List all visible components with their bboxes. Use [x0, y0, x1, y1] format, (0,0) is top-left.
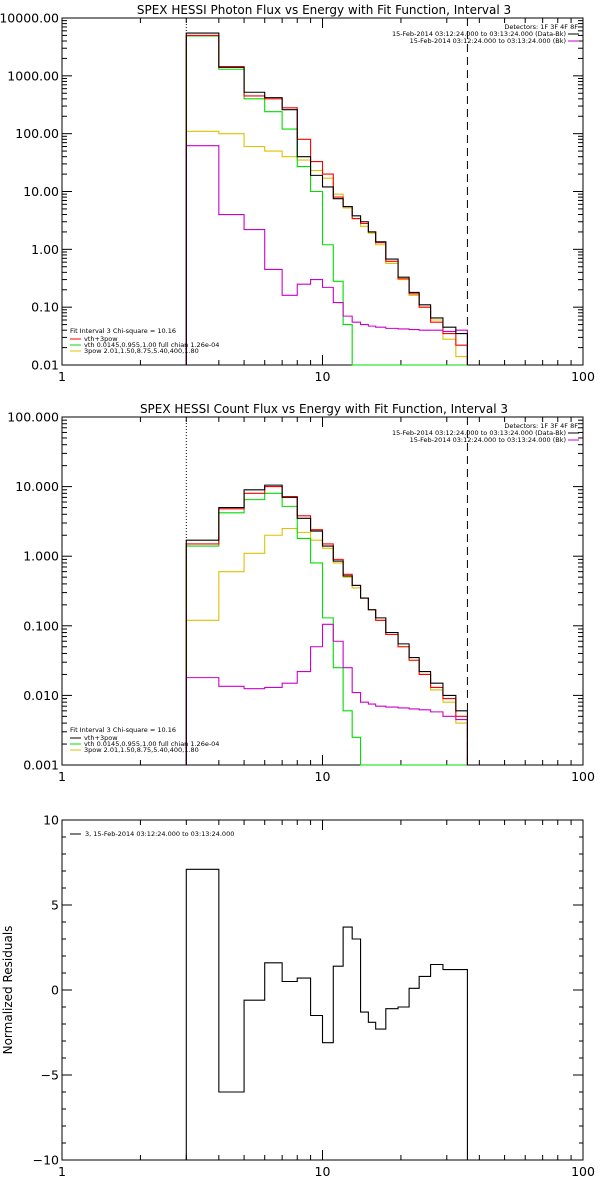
fit-vth-label: vth 0.0145,0.955,1.00 full chian 1.26e-0… [84, 341, 219, 349]
fit-3pow-label: 3pow 2.01,1.50,8.75,5.40,400,1.80 [84, 746, 199, 754]
fit-total-label: vth+3pow [84, 734, 118, 742]
y-tick-label: 10.000 [15, 479, 59, 494]
plot-area: 1 10 100 0.001 0.010 0.100 1.000 10.000 100.000 [7, 410, 595, 785]
fit-chi-square: Fit Interval 3 Chi-square = 10.16 [70, 726, 176, 734]
y-tick-label: 1.00 [31, 242, 59, 257]
x-tick-label: 10 [315, 1164, 331, 1179]
fit-chi-square: Fit Interval 3 Chi-square = 10.16 [70, 327, 176, 335]
y-tick-label: 0.10 [31, 300, 59, 315]
x-tick-label: 100 [571, 369, 595, 384]
y-tick-label: 1.000 [23, 549, 59, 564]
x-tick-label: 1 [58, 1164, 66, 1179]
y-tick-label: 5 [51, 898, 59, 913]
plot-frame [61, 819, 584, 1161]
residuals-panel: 1 10 100 −10 −5 0 5 10 3, 15-Feb-2014 03:12:24.… [1, 813, 595, 1180]
detector-label: Detectors: 1F 3F 4F 8F [504, 23, 578, 31]
legend-data-bk: 15-Feb-2014 03:12:24.000 to 03:13:24.000… [392, 30, 566, 38]
legend-interval: 3, 15-Feb-2014 03:12:24.000 to 03:13:24.… [85, 830, 234, 838]
y-tick-label: 100.000 [7, 410, 59, 425]
legend-data-bk: 15-Feb-2014 03:12:24.000 to 03:13:24.000… [392, 429, 566, 437]
plot-area: 1 10 100 −10 −5 0 5 10 [33, 813, 595, 1180]
legend-bk: 15-Feb-2014 03:12:24.000 to 03:13:24.000… [410, 436, 566, 444]
y-tick-label: 10000.00 [0, 11, 59, 26]
fit-3pow-label: 3pow 2.01,1.50,8.75,5.40,400,1.80 [84, 347, 199, 355]
series-step-line [185, 868, 468, 1160]
count-flux-panel: SPEX HESSI Count Flux vs Energy with Fit… [7, 402, 595, 784]
y-tick-label: 0.010 [23, 688, 59, 703]
chart-title: SPEX HESSI Photon Flux vs Energy with Fi… [137, 3, 511, 17]
y-tick-label: 0 [51, 983, 59, 998]
x-tick-label: 100 [571, 769, 595, 784]
fit-total-label: vth+3pow [84, 335, 118, 343]
series-step-line [185, 492, 477, 766]
chart-title: SPEX HESSI Count Flux vs Energy with Fit… [140, 402, 508, 416]
series-step-line [185, 486, 477, 766]
fit-vth-label: vth 0.0145,0.955,1.00 full chian 1.26e-0… [84, 740, 219, 748]
y-tick-label: 1000.00 [7, 68, 59, 83]
y-axis-label: Normalized Residuals [1, 926, 15, 1055]
series-step-line [185, 484, 477, 766]
series-step-line [185, 35, 468, 366]
plot-area: 1 10 100 0.01 0.10 1.00 10.00 100.00 1000.00 1000… [0, 11, 595, 385]
series-step-line [185, 527, 477, 766]
photon-flux-panel: SPEX HESSI Photon Flux vs Energy with Fi… [0, 3, 595, 384]
series-step-line [185, 145, 468, 365]
series-step-line [185, 34, 468, 365]
x-tick-label: 1 [58, 369, 66, 384]
y-tick-label: 100.00 [15, 126, 59, 141]
x-tick-label: 10 [315, 769, 331, 784]
legend-bk: 15-Feb-2014 03:12:24.000 to 03:13:24.000… [410, 37, 566, 45]
y-tick-label: 0.001 [23, 758, 59, 773]
y-tick-label: 0.100 [23, 618, 59, 633]
series-step-line [185, 32, 468, 365]
x-tick-label: 1 [58, 769, 66, 784]
x-tick-label: 100 [571, 1164, 595, 1179]
y-tick-label: 10.00 [23, 184, 59, 199]
x-tick-label: 10 [315, 369, 331, 384]
y-tick-label: 10 [43, 813, 59, 828]
y-tick-label: 0.01 [31, 358, 59, 373]
series-step-line [185, 623, 477, 766]
y-tick-label: −10 [33, 1153, 59, 1168]
y-tick-label: −5 [41, 1068, 59, 1083]
detector-label: Detectors: 1F 3F 4F 8F [504, 422, 578, 430]
